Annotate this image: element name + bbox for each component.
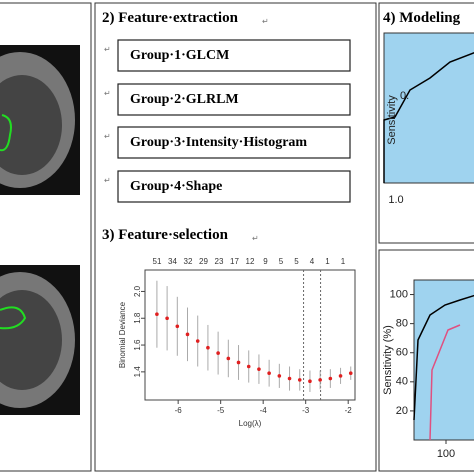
method-panel bbox=[94, 2, 377, 472]
roc-curve bbox=[413, 294, 474, 421]
para-mark: ↵ bbox=[262, 17, 269, 26]
top-label: 5 bbox=[279, 257, 284, 266]
top-label: 4 bbox=[310, 257, 315, 266]
top-label: 51 bbox=[153, 257, 162, 266]
group-label: Group·1·GLCM bbox=[130, 48, 229, 63]
para-mark: ↵ bbox=[104, 45, 111, 54]
top-label: 1 bbox=[341, 257, 346, 266]
group-box bbox=[117, 126, 351, 159]
point bbox=[185, 332, 190, 337]
y-tick-label: 60 bbox=[396, 347, 408, 359]
top-label: 32 bbox=[184, 257, 193, 266]
x-tick-label: -6 bbox=[175, 406, 183, 415]
point bbox=[267, 371, 271, 375]
point bbox=[155, 312, 159, 317]
point bbox=[236, 360, 241, 365]
group-label: Group·4·Shape bbox=[130, 179, 222, 194]
point bbox=[338, 374, 343, 378]
plot-frame bbox=[413, 279, 474, 441]
top-label: 9 bbox=[263, 257, 268, 266]
x-tick-label: -3 bbox=[302, 406, 310, 415]
y-axis-label: Sensitivity bbox=[386, 95, 398, 145]
organ bbox=[0, 290, 62, 390]
point bbox=[165, 316, 169, 321]
point bbox=[328, 376, 333, 381]
tumor-outline bbox=[0, 306, 27, 330]
y-tick-label: 80 bbox=[396, 318, 408, 330]
y-tick-label: 20 bbox=[396, 405, 408, 417]
y-axis-label: Binomial Deviance bbox=[118, 301, 127, 368]
group-box bbox=[117, 83, 351, 116]
model-panel bbox=[378, 2, 474, 244]
top-label: 5 bbox=[294, 257, 299, 266]
y-tick-label: 1.8 bbox=[133, 312, 142, 324]
image-panel bbox=[0, 2, 92, 472]
y-tick-label: 2.0 bbox=[133, 285, 142, 297]
y-tick-label: 1.6 bbox=[133, 339, 142, 351]
group-label: Group·3·Intensity·Histogram bbox=[130, 135, 307, 150]
group-box bbox=[117, 39, 351, 72]
point bbox=[308, 379, 312, 384]
y-axis-label: Sensitivity (%) bbox=[382, 325, 394, 395]
roc-curve bbox=[383, 51, 474, 183]
point bbox=[348, 371, 353, 375]
y-tick-label: 1.4 bbox=[133, 366, 142, 378]
top-label: 34 bbox=[168, 257, 177, 266]
point bbox=[297, 378, 302, 382]
model-panel bbox=[378, 249, 474, 472]
point bbox=[175, 324, 180, 329]
y-tick-label: 100 bbox=[390, 288, 408, 300]
point bbox=[246, 364, 251, 369]
point bbox=[216, 351, 220, 355]
para-mark: ↵ bbox=[104, 176, 111, 185]
point bbox=[206, 345, 210, 350]
top-label: 29 bbox=[199, 257, 208, 266]
x-tick-label: -4 bbox=[260, 406, 268, 415]
para-mark: ↵ bbox=[104, 132, 111, 141]
group-box bbox=[117, 170, 351, 203]
point bbox=[226, 356, 231, 361]
point bbox=[287, 376, 292, 381]
annotation: 0. bbox=[400, 90, 409, 102]
x-tick-label: 1.0 bbox=[388, 194, 403, 206]
x-tick-label: -2 bbox=[345, 406, 353, 415]
x-tick-label: -5 bbox=[217, 406, 225, 415]
section-title: 2) Feature·extraction bbox=[102, 10, 239, 26]
top-label: 23 bbox=[215, 257, 224, 266]
top-label: 17 bbox=[230, 257, 239, 266]
point bbox=[257, 367, 261, 371]
tumor-outline bbox=[0, 114, 12, 152]
para-mark: ↵ bbox=[252, 234, 259, 243]
group-label: Group·2·GLRLM bbox=[130, 92, 239, 107]
organ bbox=[0, 75, 62, 175]
point bbox=[318, 378, 322, 382]
section-title: 4) Modeling bbox=[383, 10, 461, 26]
x-tick-label: 100 bbox=[437, 448, 455, 460]
section-title: 3) Feature·selection bbox=[102, 227, 229, 243]
y-tick-label: 40 bbox=[396, 376, 408, 388]
x-axis-label: Log(λ) bbox=[239, 419, 262, 428]
top-label: 12 bbox=[246, 257, 255, 266]
para-mark: ↵ bbox=[104, 89, 111, 98]
point bbox=[277, 374, 282, 378]
roc-curve bbox=[429, 324, 461, 441]
point bbox=[195, 339, 200, 343]
top-label: 1 bbox=[325, 257, 330, 266]
plot-frame bbox=[144, 269, 356, 401]
